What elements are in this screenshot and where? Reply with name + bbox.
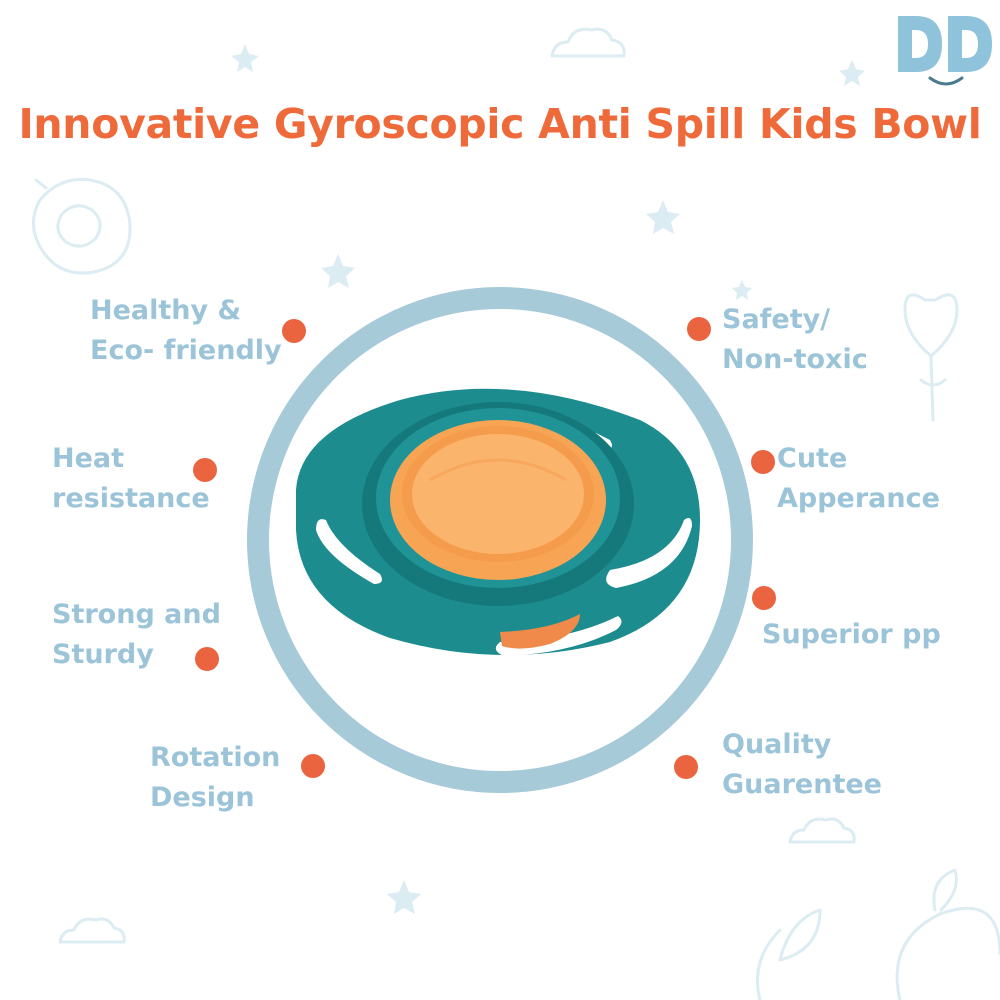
bullet-dot — [752, 586, 776, 610]
cloud-doodle-icon — [788, 817, 856, 844]
feature-healthy: Healthy & Eco- friendly — [90, 291, 282, 371]
bullet-dot — [751, 450, 775, 474]
star-doodle-icon — [387, 880, 421, 914]
feature-line: Non-toxic — [722, 344, 868, 375]
star-doodle-icon — [839, 60, 865, 86]
feature-line: Quality — [722, 729, 832, 760]
bullet-dot — [195, 647, 219, 671]
feature-line: Guarentee — [722, 769, 882, 800]
bullet-dot — [282, 319, 306, 343]
cloud-doodle-icon — [550, 27, 626, 58]
feature-rotation-design: Rotation Design — [150, 738, 280, 818]
bullet-dot — [193, 458, 217, 482]
circle-frame — [247, 287, 753, 793]
feature-line: Safety/ — [722, 304, 831, 335]
bullet-dot — [687, 317, 711, 341]
brand-logo — [898, 16, 992, 86]
feature-strong-sturdy: Strong and Sturdy — [52, 595, 221, 675]
feature-safety: Safety/ Non-toxic — [722, 300, 868, 380]
feature-heat-resistance: Heat resistance — [52, 439, 210, 519]
feature-line: Sturdy — [52, 639, 154, 670]
feature-line: Superior pp — [762, 619, 941, 650]
feature-line: Rotation — [150, 742, 281, 773]
page-title: Innovative Gyroscopic Anti Spill Kids Bo… — [18, 100, 982, 148]
bullet-dot — [301, 754, 325, 778]
feature-line: Design — [150, 782, 255, 813]
feature-line: Healthy & — [90, 295, 242, 326]
lollipop-doodle-icon — [903, 293, 959, 422]
feature-line: Cute — [777, 443, 848, 474]
feature-line: Eco- friendly — [90, 335, 282, 366]
bullet-dot — [674, 755, 698, 779]
food-doodle-icon — [756, 868, 1000, 1000]
cloud-doodle-icon — [58, 917, 126, 944]
star-doodle-icon — [321, 254, 355, 288]
star-doodle-icon — [646, 200, 680, 234]
feature-line: resistance — [52, 483, 210, 514]
egg-doodle-icon — [32, 177, 132, 275]
feature-line: Apperance — [777, 483, 940, 514]
feature-line: Heat — [52, 443, 125, 474]
star-doodle-icon — [231, 44, 259, 72]
gyro-bowl-illustration — [296, 388, 700, 656]
feature-quality-guarantee: Quality Guarentee — [722, 725, 882, 805]
star-doodle-icon — [732, 280, 752, 300]
feature-superior-pp: Superior pp — [762, 615, 941, 655]
feature-line: Strong and — [52, 599, 221, 630]
feature-cute-appearance: Cute Apperance — [777, 439, 940, 519]
